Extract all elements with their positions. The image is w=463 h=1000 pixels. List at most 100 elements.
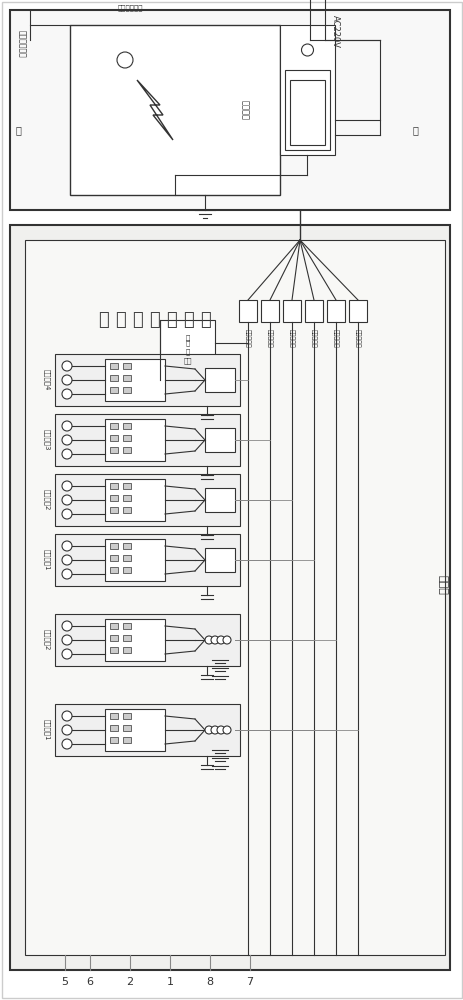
Bar — [55, 354, 239, 406]
Text: 故障传感器: 故障传感器 — [288, 329, 294, 348]
Circle shape — [205, 726, 213, 734]
Bar — [123, 387, 131, 393]
Bar — [10, 10, 449, 210]
Circle shape — [62, 635, 72, 645]
Text: 集: 集 — [15, 125, 21, 135]
Circle shape — [62, 541, 72, 551]
Circle shape — [205, 636, 213, 644]
Bar — [110, 737, 118, 743]
Bar — [110, 387, 118, 393]
Bar — [123, 495, 131, 501]
Bar — [348, 300, 366, 322]
Bar — [110, 623, 118, 629]
Bar — [238, 300, 257, 322]
Circle shape — [211, 636, 219, 644]
Bar — [110, 647, 118, 653]
Text: 出线间隔3: 出线间隔3 — [44, 429, 50, 451]
Bar — [123, 447, 131, 453]
Text: 配电柜: 配电柜 — [436, 575, 446, 595]
Bar — [110, 713, 118, 719]
Bar — [123, 483, 131, 489]
Circle shape — [211, 726, 219, 734]
Circle shape — [62, 495, 72, 505]
Bar — [110, 507, 118, 513]
Bar — [110, 495, 118, 501]
Bar — [10, 225, 449, 970]
Bar — [110, 555, 118, 561]
Text: 感: 感 — [185, 339, 189, 346]
Text: 出线间隔2: 出线间隔2 — [44, 489, 50, 511]
Bar — [123, 363, 131, 369]
Bar — [105, 479, 165, 521]
Bar — [289, 80, 324, 145]
Circle shape — [62, 389, 72, 399]
Bar — [105, 619, 165, 661]
Text: 故障传感器: 故障传感器 — [311, 329, 316, 348]
Bar — [205, 548, 234, 572]
Bar — [123, 647, 131, 653]
Circle shape — [62, 649, 72, 659]
Bar — [123, 725, 131, 731]
Circle shape — [62, 569, 72, 579]
Bar — [110, 725, 118, 731]
Circle shape — [223, 636, 231, 644]
Bar — [110, 363, 118, 369]
Bar — [279, 25, 334, 155]
Text: 6: 6 — [86, 977, 94, 987]
Text: 出线间隔1: 出线间隔1 — [44, 549, 50, 571]
Bar — [55, 704, 239, 756]
Text: AC220V: AC220V — [330, 15, 339, 48]
Bar — [110, 635, 118, 641]
Circle shape — [62, 509, 72, 519]
Text: 故 障 全 感 知 终 端: 故 障 全 感 知 终 端 — [99, 311, 211, 329]
Bar — [123, 543, 131, 549]
Circle shape — [62, 375, 72, 385]
Text: 配置参数注释: 配置参数注释 — [117, 4, 143, 11]
Bar — [260, 300, 278, 322]
Bar — [304, 300, 322, 322]
Circle shape — [62, 621, 72, 631]
Circle shape — [217, 636, 225, 644]
Circle shape — [62, 449, 72, 459]
Bar — [55, 414, 239, 466]
Text: 故障传感器: 故障传感器 — [244, 329, 250, 348]
Bar — [105, 539, 165, 581]
Bar — [123, 375, 131, 381]
Bar — [105, 419, 165, 461]
Text: 切换: 切换 — [183, 357, 191, 364]
Text: 出线间隔4: 出线间隔4 — [44, 369, 50, 391]
Circle shape — [62, 481, 72, 491]
Bar — [123, 423, 131, 429]
Bar — [110, 435, 118, 441]
Bar — [123, 713, 131, 719]
Bar — [160, 320, 214, 365]
Text: 故障传感器: 故障传感器 — [355, 329, 360, 348]
Bar — [205, 488, 234, 512]
Bar — [123, 507, 131, 513]
Text: 器: 器 — [185, 348, 189, 355]
Bar — [110, 423, 118, 429]
Bar — [123, 555, 131, 561]
Bar — [55, 534, 239, 586]
Bar — [123, 635, 131, 641]
Circle shape — [217, 726, 225, 734]
Circle shape — [62, 725, 72, 735]
Text: 8: 8 — [206, 977, 213, 987]
Bar — [284, 70, 329, 150]
Bar — [123, 435, 131, 441]
Bar — [282, 300, 300, 322]
Bar — [123, 737, 131, 743]
Circle shape — [62, 711, 72, 721]
Circle shape — [62, 555, 72, 565]
Bar — [110, 447, 118, 453]
Text: 互: 互 — [185, 334, 189, 341]
Bar — [123, 623, 131, 629]
Bar — [25, 240, 444, 955]
Text: 1: 1 — [166, 977, 173, 987]
Bar — [105, 359, 165, 401]
Circle shape — [223, 726, 231, 734]
Text: 7: 7 — [246, 977, 253, 987]
Circle shape — [62, 421, 72, 431]
Text: 2: 2 — [126, 977, 133, 987]
Bar — [123, 567, 131, 573]
